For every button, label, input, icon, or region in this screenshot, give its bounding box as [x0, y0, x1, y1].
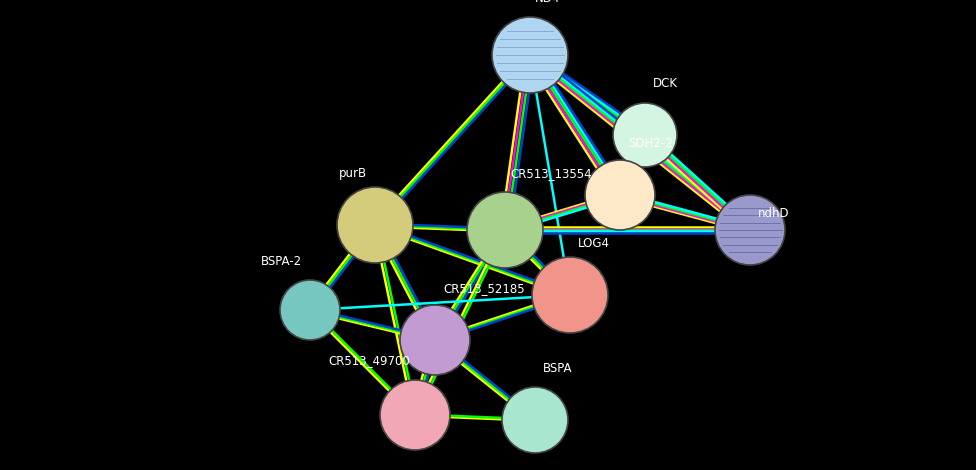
Text: ND4: ND4 [535, 0, 560, 5]
Ellipse shape [715, 195, 785, 265]
Ellipse shape [467, 192, 543, 268]
Ellipse shape [280, 280, 340, 340]
Text: CR513_49700: CR513_49700 [328, 354, 410, 367]
Ellipse shape [585, 160, 655, 230]
Text: BSPA: BSPA [543, 362, 573, 375]
Ellipse shape [613, 103, 677, 167]
Ellipse shape [337, 187, 413, 263]
Ellipse shape [492, 17, 568, 93]
Text: CR513_13554: CR513_13554 [510, 167, 591, 180]
Ellipse shape [502, 387, 568, 453]
Text: purB: purB [339, 167, 367, 180]
Text: DCK: DCK [653, 77, 678, 90]
Text: LOG4: LOG4 [578, 237, 610, 250]
Text: CR513_52185: CR513_52185 [443, 282, 525, 295]
Ellipse shape [400, 305, 470, 375]
Text: SDH2-2: SDH2-2 [628, 137, 672, 150]
Text: BSPA-2: BSPA-2 [261, 255, 302, 268]
Ellipse shape [380, 380, 450, 450]
Text: ndhD: ndhD [758, 207, 790, 220]
Ellipse shape [532, 257, 608, 333]
